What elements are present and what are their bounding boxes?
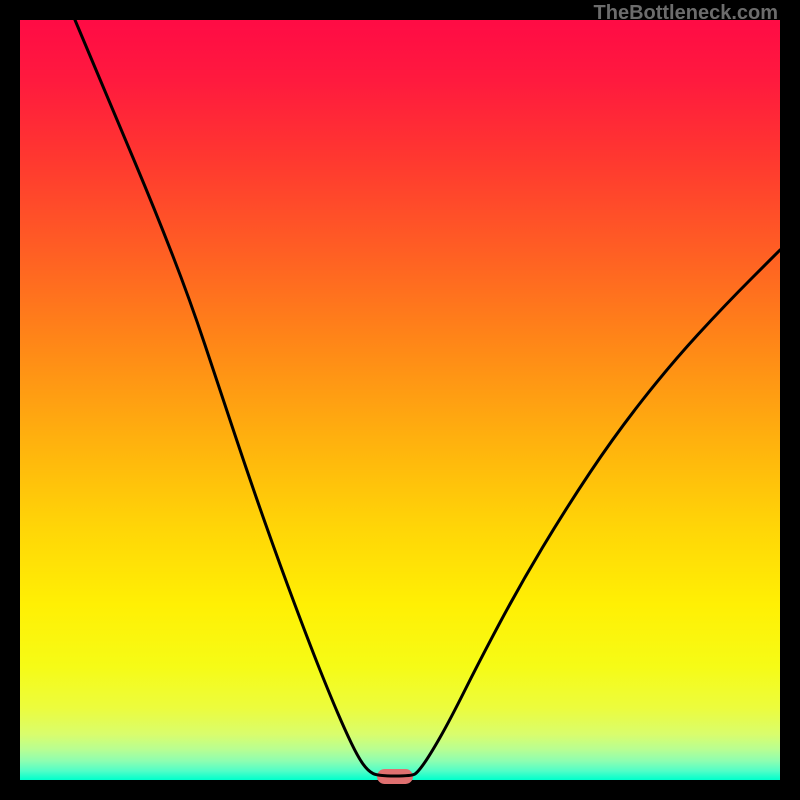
- bottleneck-curve: [20, 20, 780, 780]
- watermark-text: TheBottleneck.com: [594, 2, 778, 25]
- plot-area: [20, 20, 780, 780]
- chart-container: TheBottleneck.com: [0, 0, 800, 800]
